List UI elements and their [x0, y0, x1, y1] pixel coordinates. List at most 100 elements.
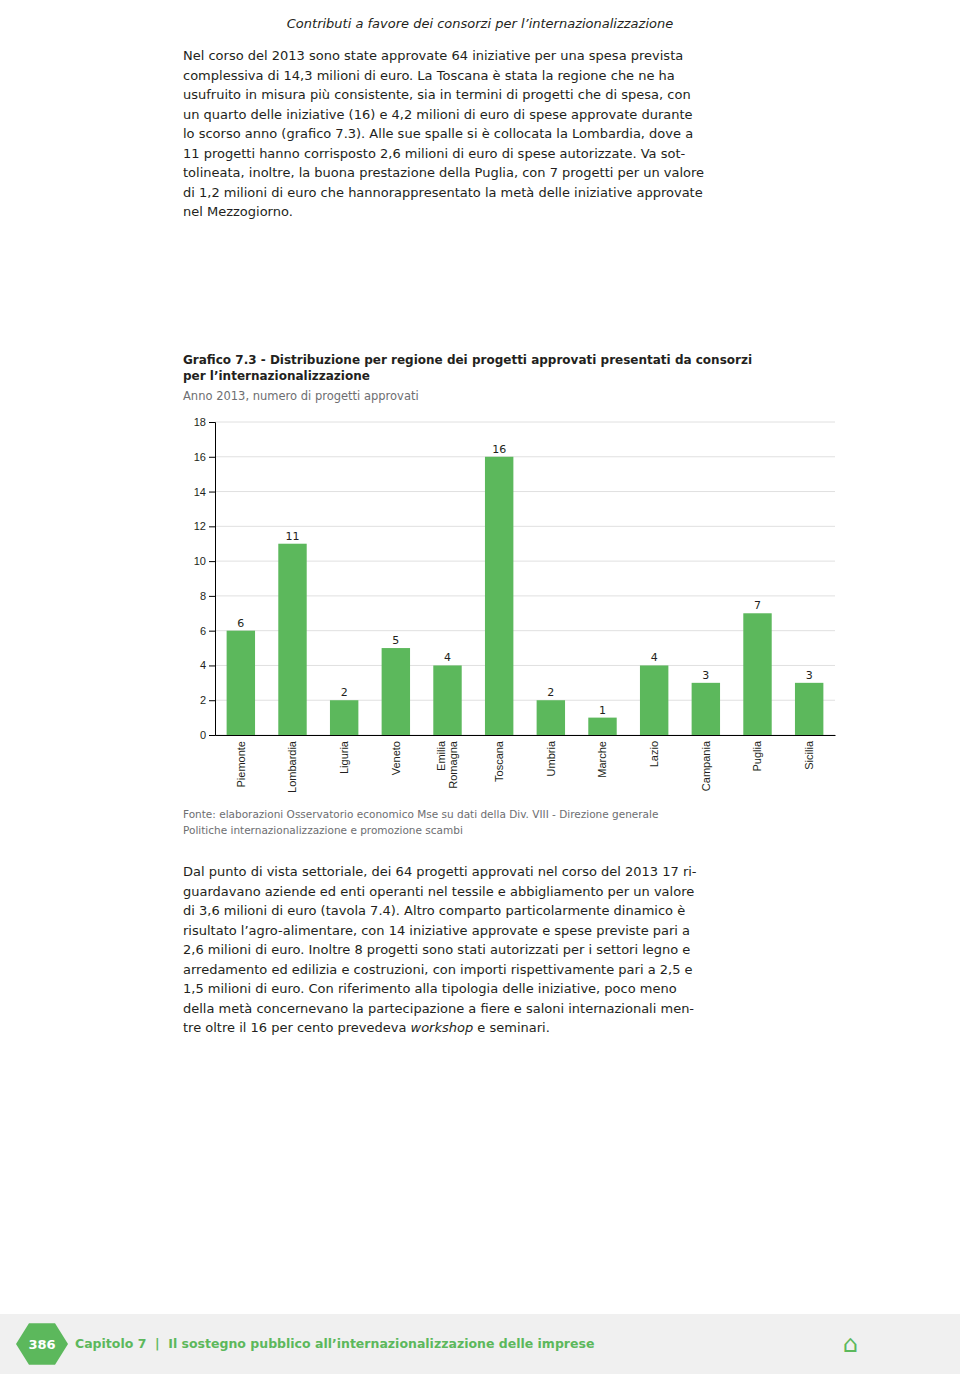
x-tick: Sicilia [803, 740, 815, 770]
paragraph-2: Dal punto di vista settoriale, dei 64 pr… [183, 864, 697, 1035]
text-line: Romagna [447, 740, 459, 789]
text-line: Politiche internazionalizzazione e promo… [183, 824, 463, 836]
y-axis-line [209, 423, 216, 736]
data-label: 3 [702, 669, 709, 682]
text-line: Puglia [751, 740, 763, 771]
bar [743, 613, 771, 735]
text-line: Lombardia [286, 740, 298, 793]
data-labels: 61125416214373 [237, 443, 812, 717]
paragraph-line: un quarto delle iniziative (16) e 4,2 mi… [183, 107, 693, 122]
x-tick-label: Lombardia [286, 740, 298, 793]
grid-line [215, 422, 835, 423]
text-line: Campania [700, 740, 712, 791]
data-label: 16 [492, 443, 506, 456]
grid-line [215, 526, 835, 527]
y-tick-mark [209, 526, 215, 527]
x-tick-label: Campania [700, 740, 712, 791]
paragraph-line: arredamento ed edilizia e costruzioni, c… [183, 962, 693, 977]
bar [433, 665, 461, 735]
x-tick: Puglia [751, 740, 763, 771]
data-label: 1 [599, 704, 606, 717]
y-tick-label: 2 [200, 694, 206, 706]
text-line: Sicilia [803, 740, 815, 770]
grid-line [215, 700, 835, 701]
y-tick-label: 12 [194, 520, 206, 532]
y-tick-mark [209, 631, 215, 632]
data-label: 6 [237, 617, 244, 630]
paragraph-1: Nel corso del 2013 sono state approvate … [183, 48, 704, 219]
x-tick-label: Lazio [648, 741, 660, 767]
x-axis: Piemonte Lombardia Liguria Veneto EmiliaRoma… [216, 736, 836, 793]
text-run: workshop [411, 1020, 474, 1035]
x-tick: Veneto [390, 741, 402, 775]
x-tick-label: Marche [596, 741, 608, 778]
x-tick: Piemonte [235, 741, 247, 787]
data-label: 4 [444, 651, 451, 664]
paragraph-line: Dal punto di vista settoriale, dei 64 pr… [183, 864, 697, 879]
bar [227, 631, 255, 735]
text-line: per l’internazionalizzazione [183, 369, 370, 383]
grid-line [215, 561, 835, 562]
grid-line [215, 491, 835, 492]
y-axis: 024681012141618 [194, 416, 216, 741]
page: Contributi a favore dei consorzi per l’i… [0, 0, 960, 1374]
x-tick-label: Puglia [751, 740, 763, 771]
footer-background [0, 1314, 960, 1374]
text-line: Marche [596, 741, 608, 778]
y-tick-mark [209, 665, 215, 666]
chart-subtitle: Anno 2013, numero di progetti approvati [183, 389, 419, 403]
paragraph-line: risultato l’agro-alimentare, con 14 iniz… [183, 923, 690, 938]
chart-title: Grafico 7.3 - Distribuzione per regione … [183, 353, 752, 383]
bar [588, 718, 616, 735]
paragraph-line: lo scorso anno (grafico 7.3). Alle sue s… [183, 126, 693, 141]
y-tick: 16 [194, 451, 215, 463]
bar [795, 683, 823, 735]
chart: 61125416214373024681012141618PiemonteLom… [194, 416, 836, 793]
bar [330, 700, 358, 735]
paragraph-line: 11 progetti hanno corrisposto 2,6 milion… [183, 146, 686, 161]
y-tick-label: 4 [200, 659, 206, 671]
y-tick-mark [209, 457, 215, 458]
text-line: Fonte: elaborazioni Osservatorio economi… [183, 808, 658, 820]
bar [640, 665, 668, 735]
text-line: Veneto [390, 741, 402, 775]
footer-text: Capitolo 7 | Il sostegno pubblico all’in… [75, 1336, 594, 1351]
y-tick: 6 [200, 625, 215, 637]
bar [692, 683, 720, 735]
y-tick: 12 [194, 520, 215, 532]
x-tick: Toscana [493, 740, 505, 782]
y-tick-mark [209, 735, 215, 736]
grid-line [215, 735, 835, 736]
y-tick-mark [209, 596, 215, 597]
paragraph-line: Nel corso del 2013 sono state approvate … [183, 48, 683, 63]
page-title: Contributi a favore dei consorzi per l’i… [287, 16, 673, 31]
x-tick: Campania [700, 740, 712, 791]
y-tick-label: 16 [194, 451, 206, 463]
text-run: e seminari. [473, 1020, 550, 1035]
y-tick: 0 [200, 729, 215, 741]
paragraph-line: complessiva di 14,3 milioni di euro. La … [183, 68, 675, 83]
text-line: Lazio [648, 741, 660, 767]
y-tick-label: 6 [200, 625, 206, 637]
y-tick-label: 14 [194, 486, 206, 498]
x-axis-line [216, 735, 836, 736]
data-label: 5 [392, 634, 399, 647]
data-label: 7 [754, 599, 761, 612]
y-tick-mark [209, 422, 215, 423]
x-tick: Liguria [338, 740, 350, 774]
paragraph-line: tolineata, inoltre, la buona prestazione… [183, 165, 704, 180]
footer-badge [16, 1323, 68, 1365]
text-run: tre oltre il 16 per cento prevedeva [183, 1020, 411, 1035]
x-tick: EmiliaRomagna [435, 740, 459, 789]
x-tick-label: Umbria [545, 740, 557, 776]
x-tick: Umbria [545, 740, 557, 776]
grid-line [215, 630, 835, 631]
paragraph-line: di 1,2 milioni di euro che hannorapprese… [183, 185, 703, 200]
y-tick: 4 [200, 659, 215, 671]
y-tick: 2 [200, 694, 215, 706]
text-line: Piemonte [235, 741, 247, 787]
y-tick-mark [209, 700, 215, 701]
x-tick: Lazio [648, 741, 660, 767]
grid-line [215, 665, 835, 666]
x-tick-label: Liguria [338, 740, 350, 774]
